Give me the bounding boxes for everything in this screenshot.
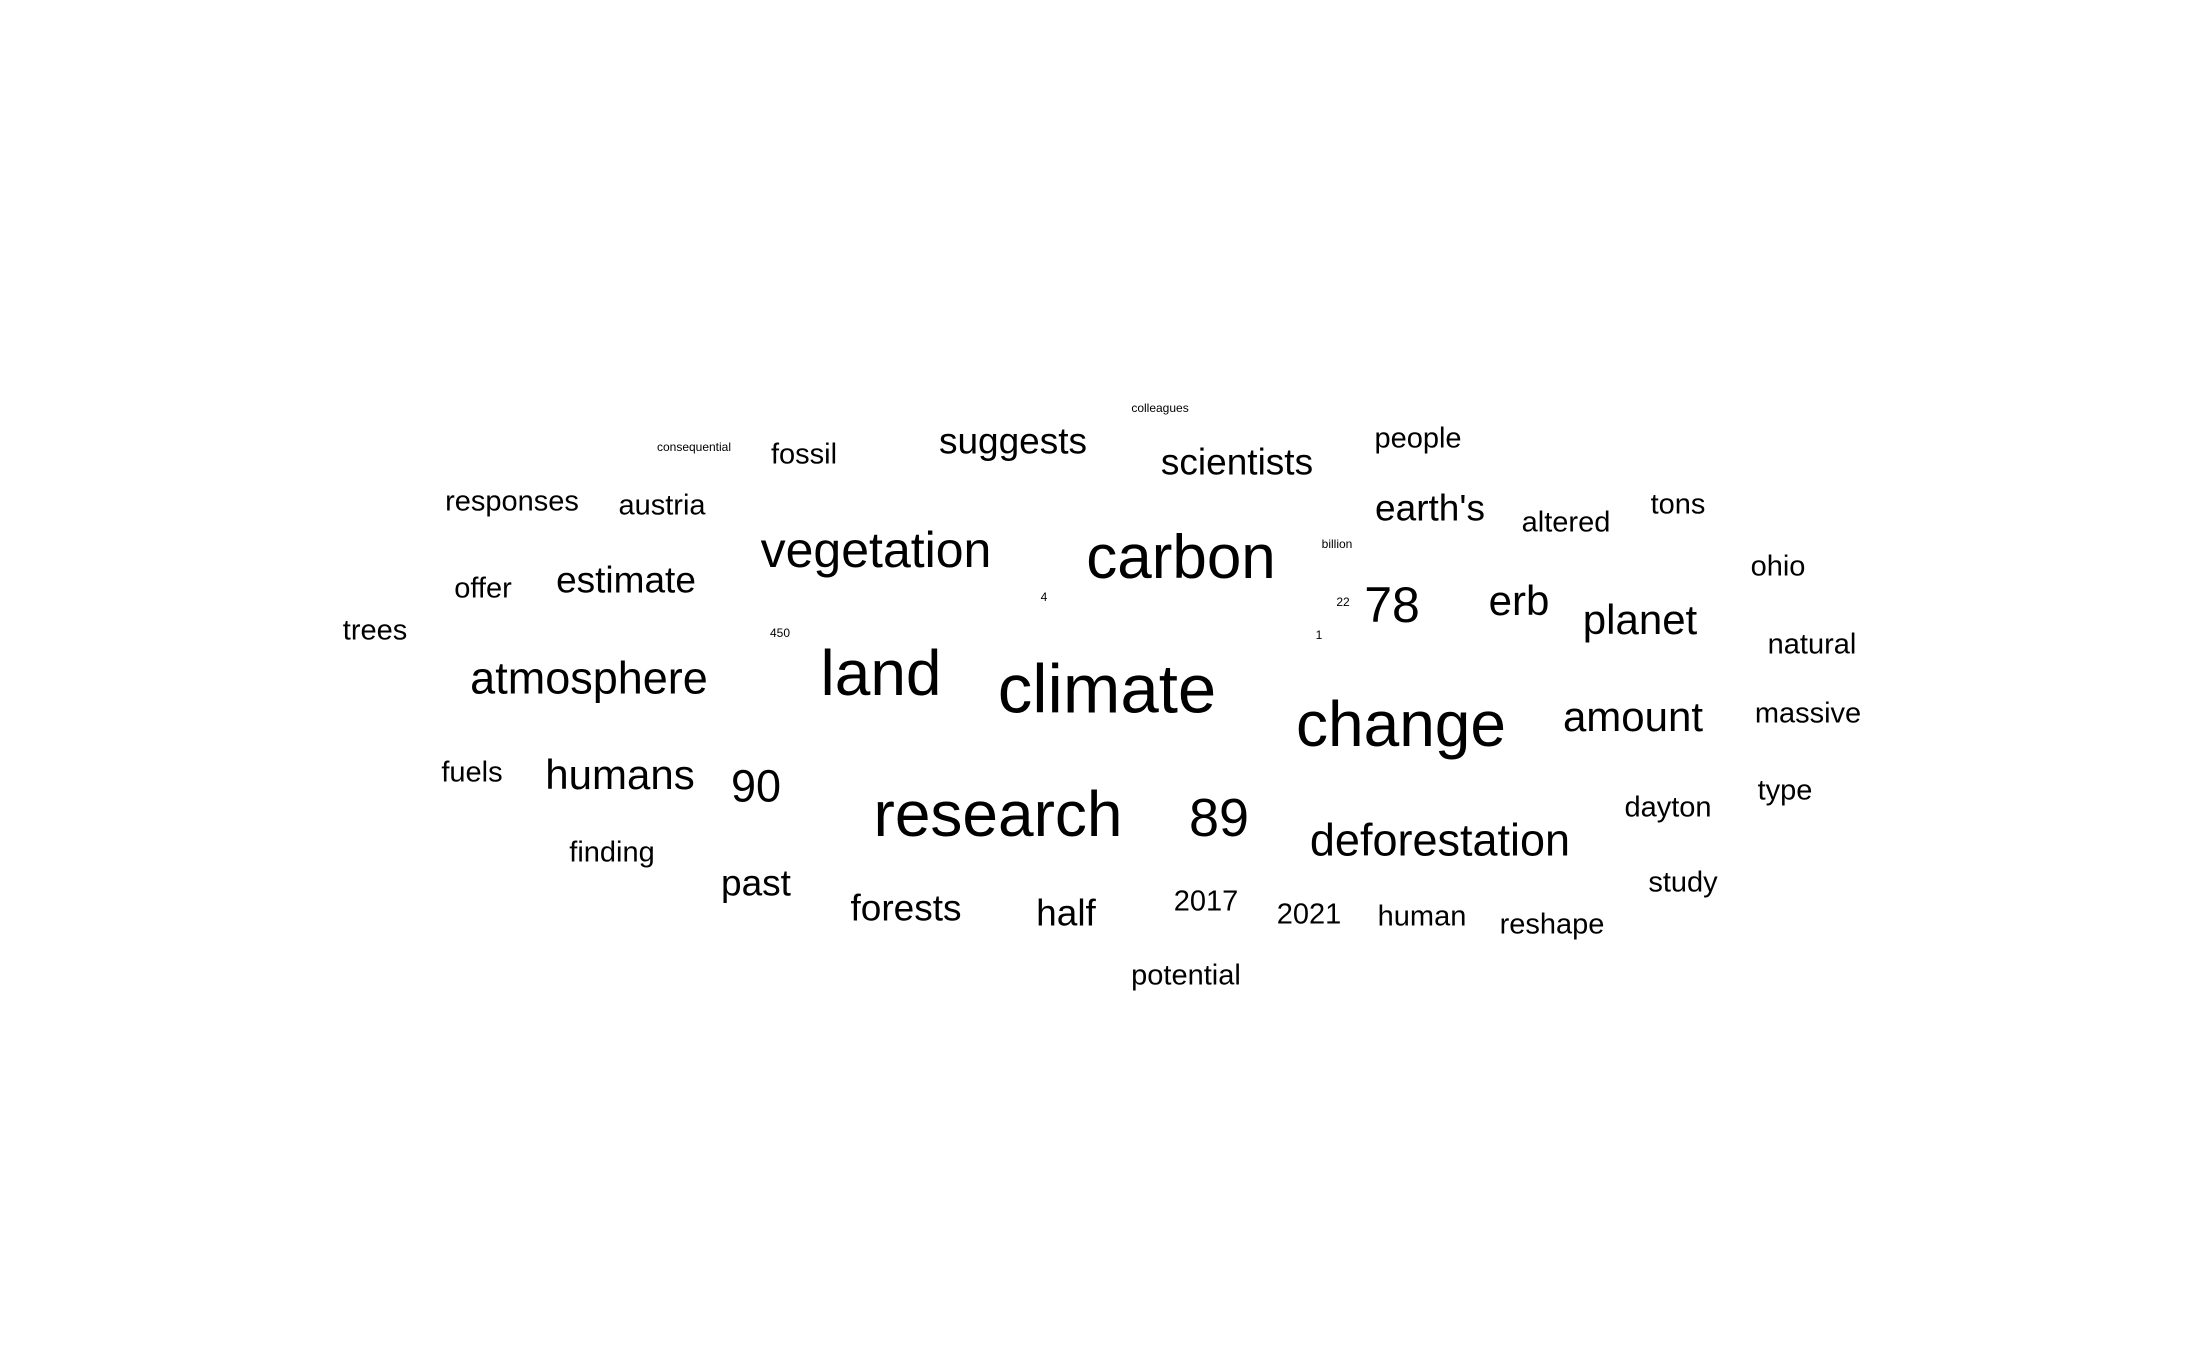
word: natural xyxy=(1767,628,1857,661)
word: altered xyxy=(1521,506,1611,539)
word: deforestation xyxy=(1309,814,1571,866)
word: type xyxy=(1757,774,1813,807)
word: finding xyxy=(569,836,655,869)
word: reshape xyxy=(1499,908,1605,941)
word: 90 xyxy=(730,760,782,812)
word: colleagues xyxy=(1131,401,1189,415)
word: climate xyxy=(997,650,1217,728)
word: offer xyxy=(454,572,512,605)
word: change xyxy=(1296,688,1506,760)
word: 4 xyxy=(1040,590,1048,604)
word: 1 xyxy=(1315,628,1323,642)
word: past xyxy=(721,862,791,904)
word: 22 xyxy=(1336,595,1350,609)
word: billion xyxy=(1321,537,1353,551)
word: responses xyxy=(445,485,579,518)
word: 2017 xyxy=(1173,885,1239,918)
word: consequential xyxy=(656,440,732,454)
word: earth's xyxy=(1375,487,1485,529)
word: amount xyxy=(1562,693,1704,740)
word: fuels xyxy=(441,756,503,789)
word: estimate xyxy=(556,559,696,601)
word: erb xyxy=(1488,577,1550,624)
word: 89 xyxy=(1188,788,1250,848)
word: trees xyxy=(342,614,408,647)
word: vegetation xyxy=(760,522,992,578)
word: massive xyxy=(1754,697,1862,730)
word: 2021 xyxy=(1276,898,1342,931)
word: dayton xyxy=(1624,791,1712,824)
word: land xyxy=(820,637,942,709)
word: forests xyxy=(850,887,962,929)
word: scientists xyxy=(1160,441,1314,483)
word: people xyxy=(1374,422,1462,455)
word: austria xyxy=(618,489,706,522)
word: 78 xyxy=(1364,577,1420,633)
word: half xyxy=(1036,892,1096,934)
word: carbon xyxy=(1086,523,1276,592)
word: potential xyxy=(1131,959,1241,992)
word: atmosphere xyxy=(470,652,708,704)
word: human xyxy=(1377,900,1467,933)
word: ohio xyxy=(1750,550,1806,583)
word: fossil xyxy=(770,438,838,471)
word: suggests xyxy=(938,420,1088,462)
word: study xyxy=(1648,866,1718,899)
word: humans xyxy=(545,751,695,798)
word: planet xyxy=(1582,596,1698,643)
word: 450 xyxy=(769,626,791,640)
word: tons xyxy=(1650,488,1706,521)
word: research xyxy=(873,778,1123,850)
